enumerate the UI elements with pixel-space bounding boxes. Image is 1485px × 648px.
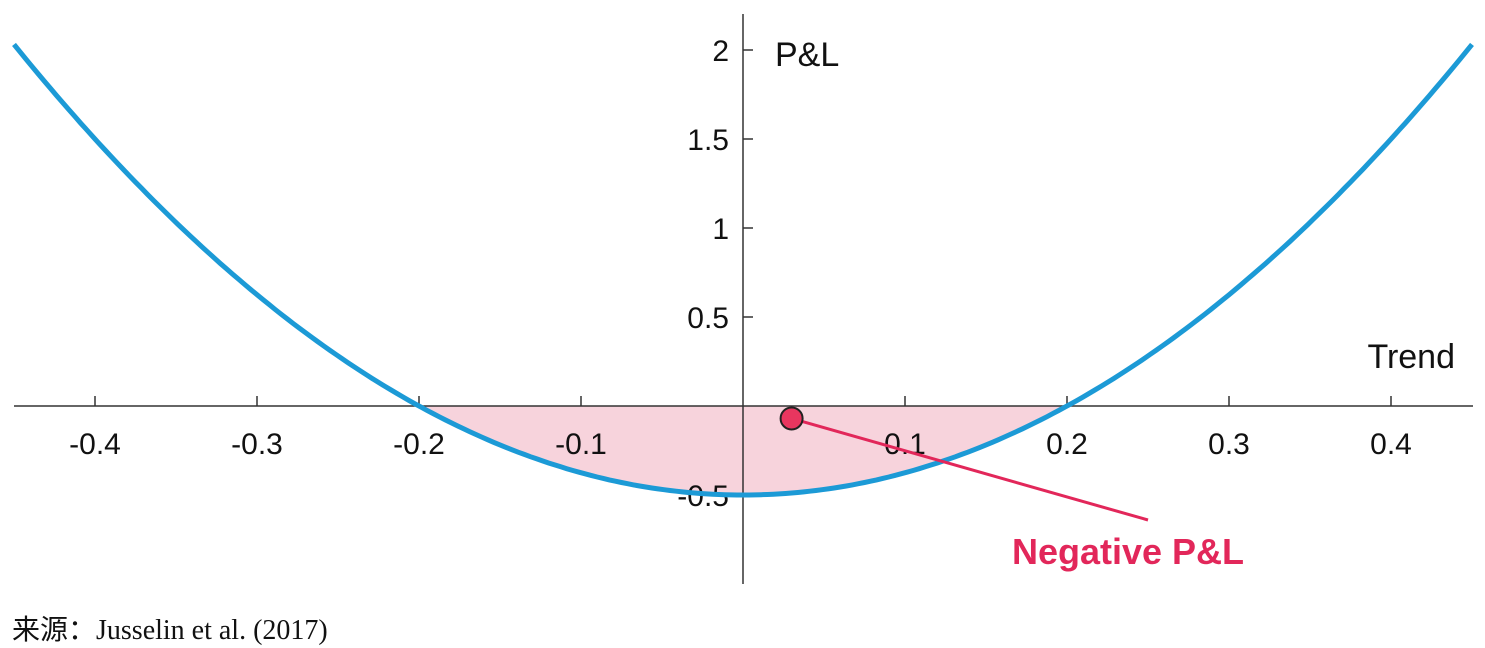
x-tick-label: -0.2: [393, 428, 445, 461]
x-tick-label: 0.2: [1046, 428, 1088, 461]
axes: [14, 14, 1473, 584]
annotation-label: Negative P&L: [1012, 531, 1244, 572]
y-tick-label: 2: [712, 35, 729, 68]
pnl-curve: [12, 42, 1474, 498]
x-tick-label: -0.1: [555, 428, 607, 461]
x-axis-label: Trend: [1367, 338, 1455, 376]
y-tick-label: 1: [712, 213, 729, 246]
y-axis-label: P&L: [775, 36, 839, 74]
y-tick-label: 0.5: [687, 302, 729, 335]
x-tick-label: 0.3: [1208, 428, 1250, 461]
annotation-pointer: [791, 417, 1149, 522]
x-tick-label: -0.4: [69, 428, 121, 461]
x-tick-label: -0.3: [231, 428, 283, 461]
x-tick-label: 0.4: [1370, 428, 1412, 461]
annotation-marker: [779, 406, 804, 431]
y-tick-label: 1.5: [687, 124, 729, 157]
x-ticks: -0.4 -0.3 -0.2 -0.1 0.1 0.2 0.3 0.4: [69, 396, 1412, 461]
chart: -0.4 -0.3 -0.2 -0.1 0.1 0.2 0.3 0.4 -0.50.511.5…: [12, 14, 1474, 584]
source-caption: 来源：Jusselin et al. (2017): [12, 615, 328, 646]
